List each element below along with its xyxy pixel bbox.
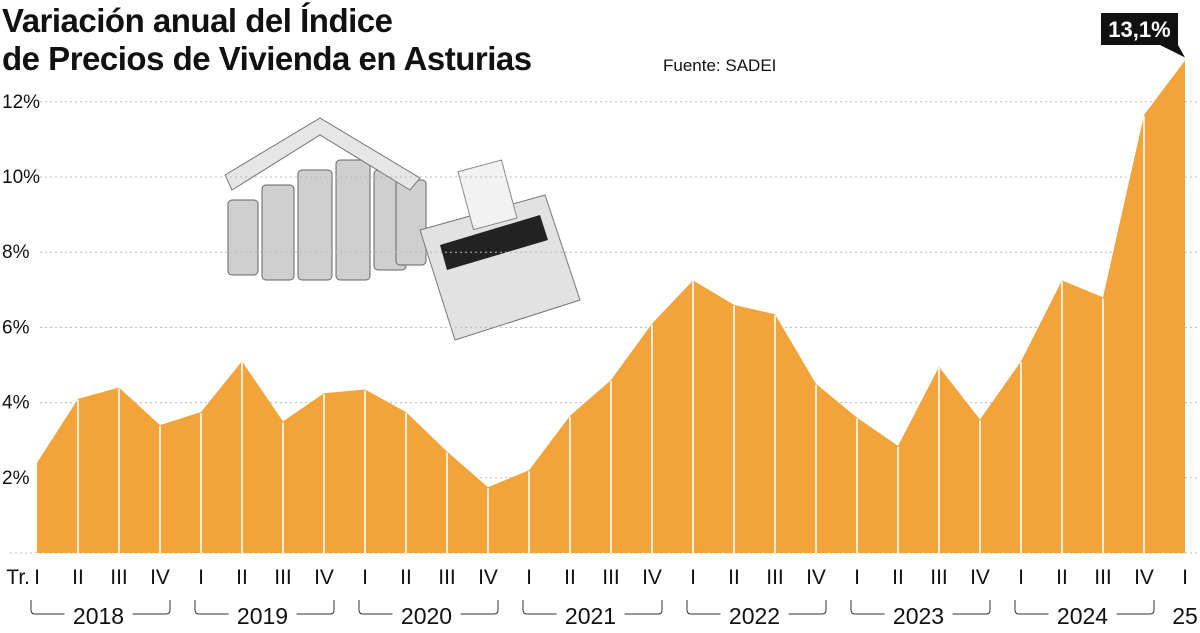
year-label: 2023 bbox=[893, 603, 944, 629]
x-tick-label: IV bbox=[314, 566, 334, 589]
x-tick-label: II bbox=[72, 566, 84, 589]
callout-box bbox=[1101, 13, 1178, 45]
year-label: 2020 bbox=[401, 603, 452, 629]
x-tick-label: IV bbox=[642, 566, 662, 589]
year-bracket bbox=[30, 600, 171, 615]
title-line-1: Variación anual del Índice bbox=[2, 2, 393, 39]
year-bracket bbox=[686, 600, 827, 615]
x-tick-label: IV bbox=[970, 566, 990, 589]
x-tick-label: III bbox=[274, 566, 292, 589]
x-tick-label: III bbox=[930, 566, 948, 589]
x-tick-label: II bbox=[728, 566, 740, 589]
x-tick-label: I bbox=[1018, 566, 1024, 589]
y-tick-label: 10% bbox=[2, 167, 40, 188]
x-tick-label: II bbox=[564, 566, 576, 589]
x-tick-label: II bbox=[892, 566, 904, 589]
year-bracket bbox=[850, 600, 991, 615]
x-tick-label: IV bbox=[806, 566, 826, 589]
y-tick-label: 4% bbox=[2, 393, 30, 414]
y-tick-label: 2% bbox=[2, 468, 30, 489]
x-tick-label: II bbox=[1056, 566, 1068, 589]
x-tick-label: IV bbox=[478, 566, 498, 589]
year-bracket bbox=[358, 600, 499, 615]
chart-title: Variación anual del Índice de Precios de… bbox=[2, 2, 532, 78]
x-tick-label: I bbox=[854, 566, 860, 589]
y-tick-label: 8% bbox=[2, 242, 30, 263]
year-label: 2019 bbox=[237, 603, 288, 629]
callout-pointer bbox=[1160, 45, 1185, 58]
x-tick-label: III bbox=[438, 566, 456, 589]
callout-label: 13,1% bbox=[1108, 17, 1170, 42]
x-tick-label: I bbox=[362, 566, 368, 589]
x-tick-label: II bbox=[236, 566, 248, 589]
x-tick-label: I bbox=[526, 566, 532, 589]
year-label: 2022 bbox=[729, 603, 780, 629]
quarter-prefix: Tr. bbox=[6, 566, 30, 589]
x-tick-label: III bbox=[110, 566, 128, 589]
x-tick-label: III bbox=[766, 566, 784, 589]
year-label: 2018 bbox=[73, 603, 124, 629]
year-label: 2024 bbox=[1057, 603, 1108, 629]
year-bracket bbox=[522, 600, 663, 615]
x-tick-label: IV bbox=[1134, 566, 1154, 589]
source-note: Fuente: SADEI bbox=[663, 56, 777, 75]
title-line-2: de Precios de Vivienda en Asturias bbox=[2, 40, 532, 77]
x-tick-label: I bbox=[198, 566, 204, 589]
x-tick-label: I bbox=[690, 566, 696, 589]
year-label: 25 bbox=[1172, 603, 1198, 629]
x-tick-label: II bbox=[400, 566, 412, 589]
coins-calculator-illustration bbox=[224, 117, 581, 341]
x-tick-label: III bbox=[1094, 566, 1112, 589]
x-tick-label: III bbox=[602, 566, 620, 589]
y-tick-label: 12% bbox=[2, 92, 40, 113]
x-tick-label: IV bbox=[150, 566, 170, 589]
y-tick-label: 6% bbox=[2, 317, 30, 338]
year-label: 2021 bbox=[565, 603, 616, 629]
x-tick-label: I bbox=[1182, 566, 1188, 589]
x-tick-label: I bbox=[34, 566, 40, 589]
year-bracket bbox=[1014, 600, 1155, 615]
year-bracket bbox=[194, 600, 335, 615]
